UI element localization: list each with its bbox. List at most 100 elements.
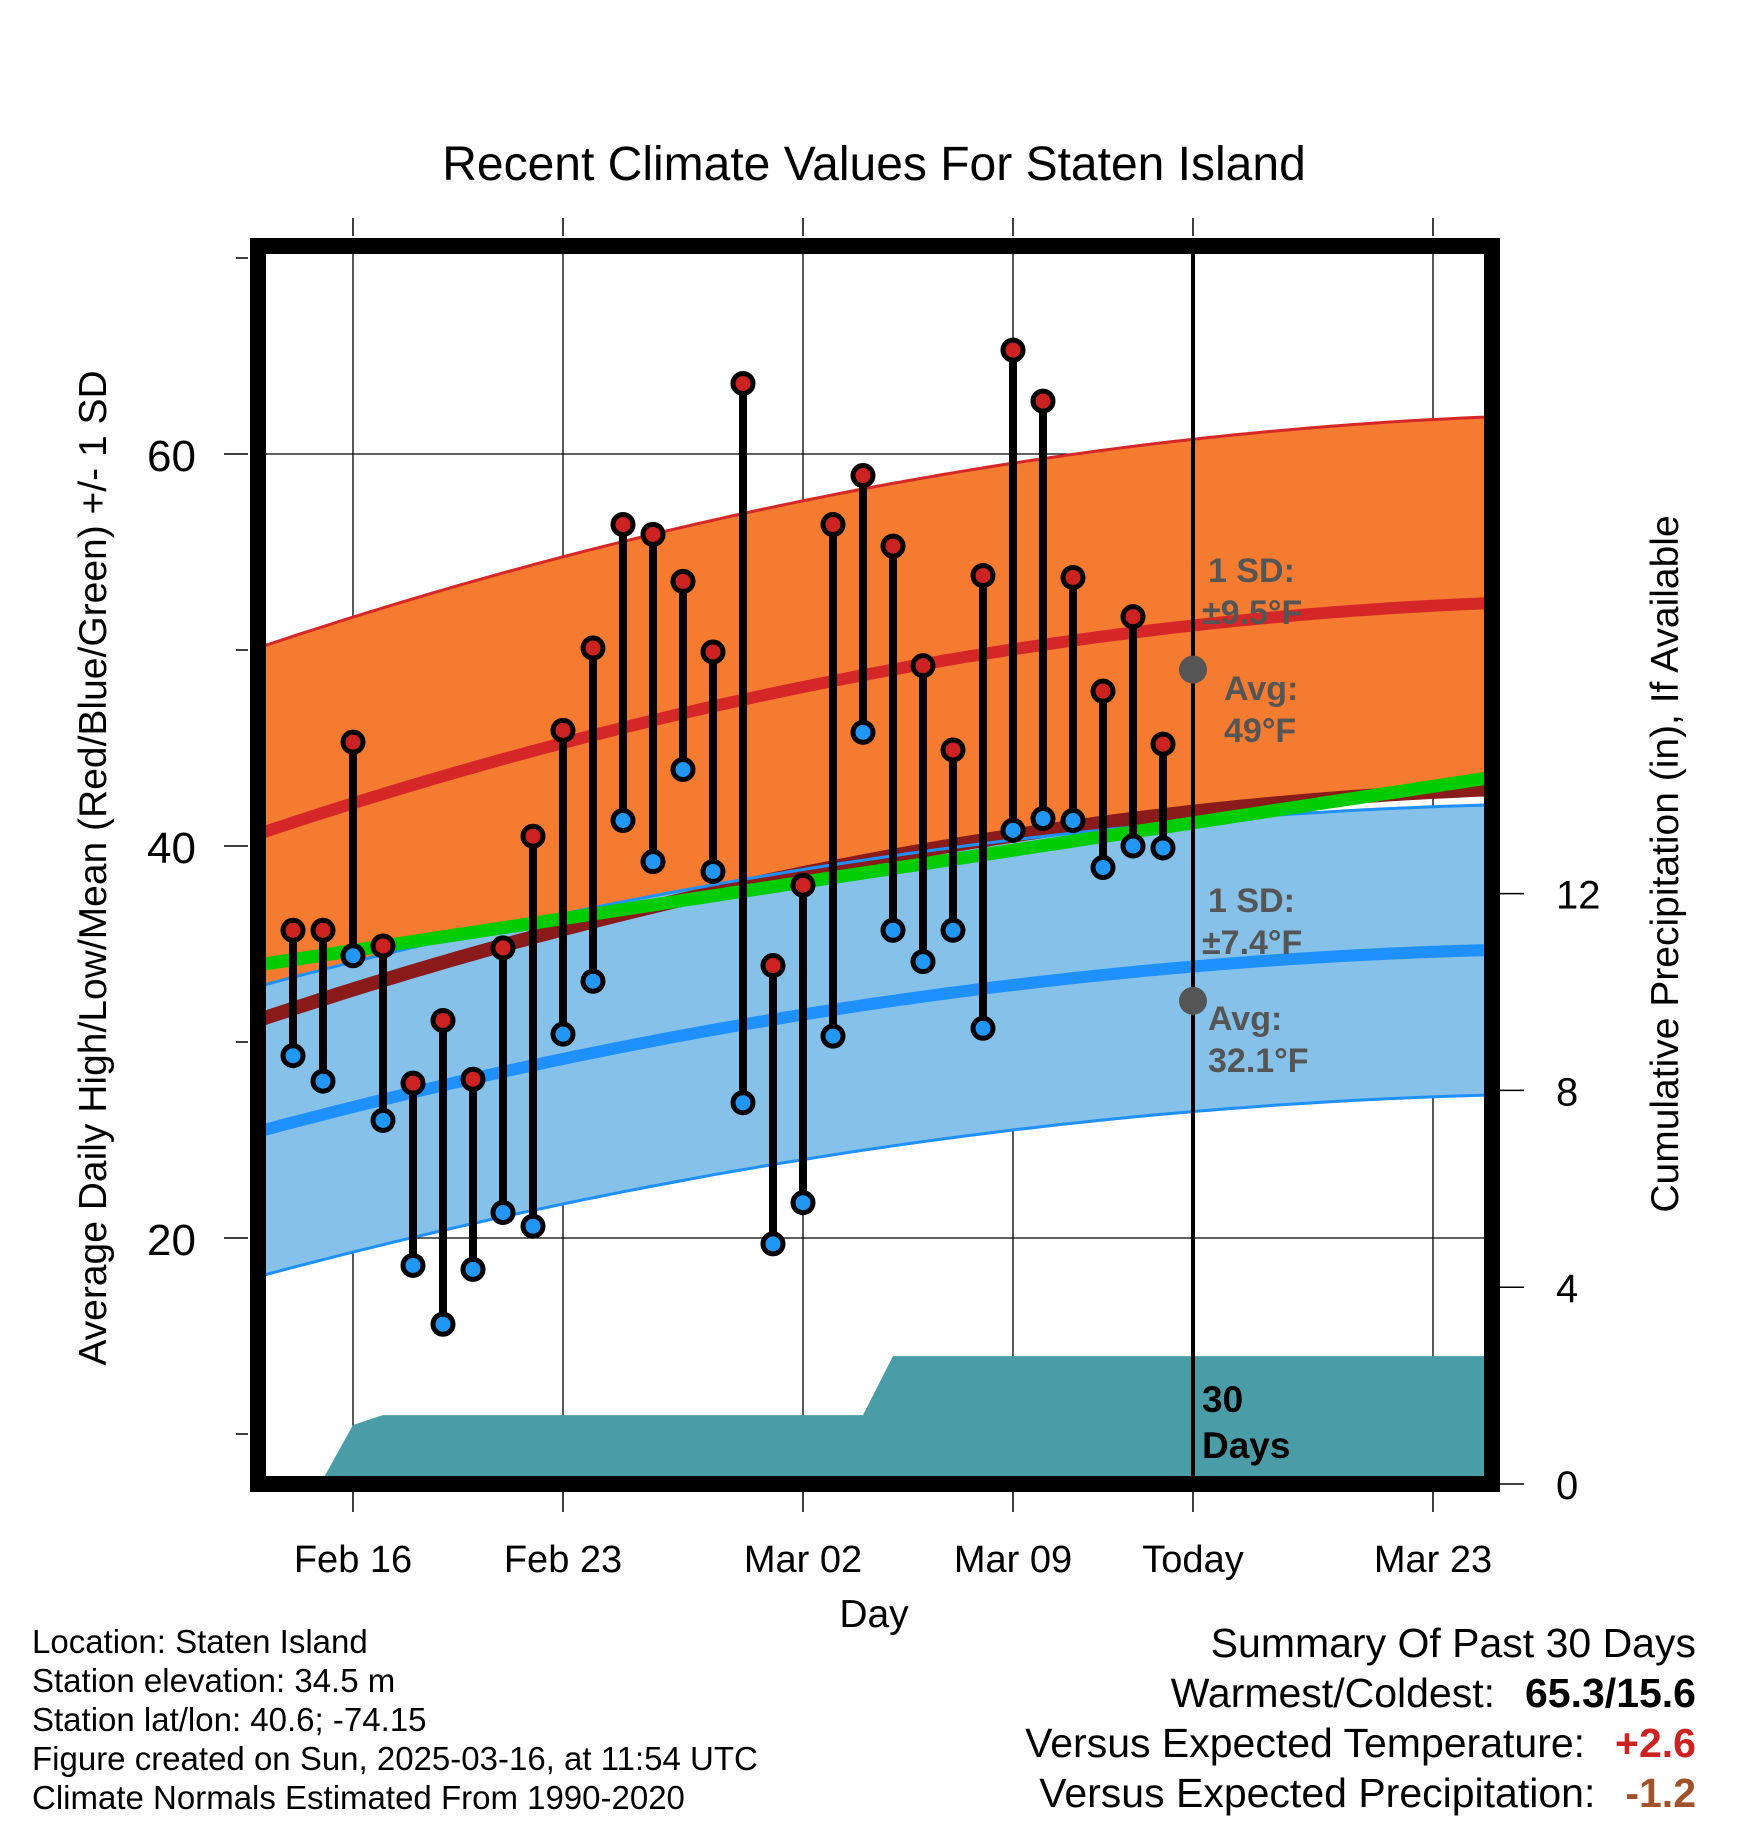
low-point (400, 1252, 426, 1278)
precip-days-number: 30 (1202, 1379, 1243, 1420)
low-point (1030, 806, 1056, 832)
summary-precip: Versus Expected Precipitation: -1.2 (1025, 1768, 1696, 1818)
low-point (880, 917, 906, 943)
low-point (490, 1200, 516, 1226)
marks-layer (280, 246, 1207, 1484)
high-point (430, 1007, 456, 1033)
location-text: Location: Staten Island (32, 1623, 368, 1660)
high-point (760, 953, 786, 979)
high-point (310, 917, 336, 943)
low-point (730, 1090, 756, 1116)
y2-axis-label: Cumulative Precipitation (in), If Availa… (1644, 515, 1687, 1212)
low-point (670, 757, 696, 783)
y-tick-label: 20 (147, 1216, 196, 1265)
temp-value: +2.6 (1615, 1720, 1696, 1766)
low-point (1090, 855, 1116, 881)
summary-title: Summary Of Past 30 Days (1210, 1620, 1696, 1666)
x-tick-label: Today (1142, 1539, 1243, 1581)
precip-value: -1.2 (1625, 1770, 1696, 1816)
precip-label: Versus Expected Precipitation: (1039, 1770, 1596, 1816)
high-point (640, 521, 666, 547)
y2-tick-label: 8 (1556, 1070, 1578, 1114)
high-point (1090, 678, 1116, 704)
x-tick-label: Mar 09 (954, 1539, 1072, 1581)
x-tick-label: Mar 02 (744, 1539, 862, 1581)
low-point (760, 1231, 786, 1257)
normals-text: Climate Normals Estimated From 1990-2020 (32, 1779, 685, 1816)
normal-high-avg-line (256, 597, 1491, 840)
low-point (460, 1256, 486, 1282)
low-point (850, 719, 876, 745)
high-annotation-avg-value: 49°F (1224, 712, 1296, 750)
high-point (730, 370, 756, 396)
chart-title: Recent Climate Values For Staten Island (442, 138, 1306, 191)
low-point (310, 1068, 336, 1094)
low-point (1060, 808, 1086, 834)
high-point (880, 533, 906, 559)
low-annotation-avg: Avg: (1208, 1000, 1282, 1038)
y2-tick-label: 12 (1556, 874, 1601, 918)
low-point (340, 943, 366, 969)
x-axis-label: Day (839, 1593, 909, 1636)
low-point (910, 949, 936, 975)
low-annotation-sd: 1 SD: (1208, 882, 1295, 920)
high-point (1060, 564, 1086, 590)
high-point (370, 933, 396, 959)
latlon-text: Station lat/lon: 40.6; -74.15 (32, 1701, 427, 1738)
high-point (1150, 731, 1176, 757)
low-point (700, 858, 726, 884)
precip-days-word: Days (1202, 1425, 1290, 1466)
low-point (1150, 835, 1176, 861)
today-high-avg-dot (1179, 655, 1207, 684)
y2-tick-label: 4 (1556, 1267, 1578, 1311)
high-point (490, 935, 516, 961)
temp-label: Versus Expected Temperature: (1025, 1720, 1586, 1766)
normal-high-upper-edge (257, 415, 1491, 650)
high-point (580, 635, 606, 661)
low-point (1120, 833, 1146, 859)
high-annotation-sd: 1 SD: (1208, 552, 1295, 590)
low-point (430, 1311, 456, 1337)
y-tick-label: 60 (147, 432, 196, 481)
summary-warm-cold: Warmest/Coldest: 65.3/15.6 (1025, 1668, 1696, 1718)
low-point (580, 968, 606, 994)
high-point (910, 653, 936, 679)
low-annotation-avg-value: 32.1°F (1208, 1042, 1309, 1080)
labels-layer: Feb 16 Feb 23 Mar 02 Mar 09 Today Mar 23 20 40 6… (72, 138, 1687, 1636)
high-point (520, 823, 546, 849)
low-point (820, 1023, 846, 1049)
high-point (550, 717, 576, 743)
axes-layer (224, 218, 1524, 1512)
high-point (400, 1070, 426, 1096)
high-point (610, 512, 636, 538)
plot-frame (250, 238, 1500, 1492)
summary-panel: Summary Of Past 30 Days Warmest/Coldest:… (1025, 1618, 1696, 1818)
x-tick-label: Feb 23 (504, 1539, 622, 1581)
high-point (1030, 388, 1056, 414)
low-annotation-sd-value: ±7.4°F (1202, 924, 1302, 962)
low-point (610, 808, 636, 834)
y-tick-label: 40 (147, 824, 196, 873)
low-point (790, 1190, 816, 1216)
high-annotation-sd-value: ±9.5°F (1202, 594, 1302, 632)
low-point (940, 917, 966, 943)
high-point (340, 729, 366, 755)
high-point (970, 563, 996, 589)
x-tick-label: Feb 16 (294, 1539, 412, 1581)
high-point (670, 568, 696, 594)
low-point (1000, 817, 1026, 843)
high-point (820, 512, 846, 538)
high-point (280, 917, 306, 943)
high-point (460, 1066, 486, 1092)
high-point (1000, 337, 1026, 363)
warm-cold-label: Warmest/Coldest: (1170, 1670, 1495, 1716)
summary-temp: Versus Expected Temperature: +2.6 (1025, 1718, 1696, 1768)
low-point (370, 1107, 396, 1133)
y-axis-label: Average Daily High/Low/Mean (Red/Blue/Gr… (72, 370, 115, 1365)
x-tick-label: Mar 23 (1374, 1539, 1492, 1581)
today-low-avg-dot (1179, 986, 1207, 1015)
high-point (850, 463, 876, 489)
elevation-text: Station elevation: 34.5 m (32, 1662, 396, 1699)
normal-low-lower-edge (257, 1093, 1491, 1279)
